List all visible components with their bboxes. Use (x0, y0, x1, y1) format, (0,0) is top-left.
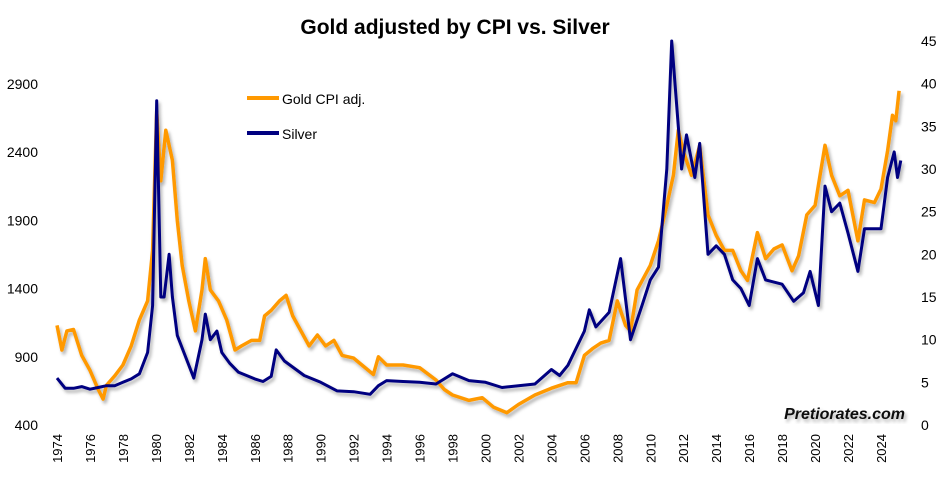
right-tick-label: 15 (921, 289, 937, 305)
chart-title: Gold adjusted by CPI vs. Silver (300, 16, 609, 39)
x-tick-label: 1998 (446, 434, 461, 463)
left-axis-ticks: 400 900 1400 1900 2400 2900 (7, 76, 38, 433)
right-tick-label: 5 (921, 374, 929, 390)
x-tick-label: 2002 (511, 434, 526, 463)
x-tick-label: 2000 (478, 434, 493, 463)
left-tick-label: 400 (15, 417, 39, 433)
x-tick-label: 2018 (775, 434, 790, 463)
right-tick-label: 30 (921, 161, 937, 177)
watermark: Pretiorates.com (784, 406, 905, 423)
x-tick-label: 2008 (610, 434, 625, 463)
left-tick-label: 1900 (7, 212, 38, 228)
x-tick-label: 1976 (83, 434, 98, 463)
x-axis-ticks: 1974 1976 1978 1980 1982 1984 1986 1988 1990 1992… (50, 434, 889, 463)
legend: Gold CPI adj. Silver (247, 91, 365, 142)
x-tick-label: 2010 (643, 434, 658, 463)
right-axis-ticks: 0 5 10 15 20 25 30 35 40 45 (921, 33, 937, 433)
x-tick-label: 2020 (808, 434, 823, 463)
x-tick-label: 2022 (841, 434, 856, 463)
x-tick-label: 1990 (314, 434, 329, 463)
x-tick-label: 2006 (577, 434, 592, 463)
x-tick-label: 1984 (215, 434, 230, 463)
x-tick-label: 1994 (380, 434, 395, 463)
plot-lines (55, 39, 903, 415)
x-tick-label: 2024 (874, 434, 889, 463)
right-tick-label: 40 (921, 76, 937, 92)
x-tick-label: 2016 (742, 434, 757, 463)
right-tick-label: 25 (921, 204, 937, 220)
x-tick-label: 1986 (248, 434, 263, 463)
left-tick-label: 2900 (7, 76, 38, 92)
right-tick-label: 20 (921, 246, 937, 262)
right-tick-label: 0 (921, 417, 929, 433)
x-tick-label: 2014 (709, 434, 724, 463)
left-tick-label: 900 (15, 349, 39, 365)
right-tick-label: 35 (921, 118, 937, 134)
left-tick-label: 1400 (7, 281, 38, 297)
right-tick-label: 10 (921, 332, 937, 348)
x-tick-label: 2004 (544, 434, 559, 463)
x-tick-label: 1992 (347, 434, 362, 463)
x-tick-label: 1982 (182, 434, 197, 463)
x-tick-label: 1996 (413, 434, 428, 463)
x-tick-label: 1988 (281, 434, 296, 463)
x-tick-label: 1980 (149, 434, 164, 463)
series-line-silver (55, 39, 903, 396)
x-tick-label: 1974 (50, 434, 65, 463)
left-tick-label: 2400 (7, 144, 38, 160)
legend-label-silver: Silver (282, 126, 317, 142)
legend-label-gold: Gold CPI adj. (282, 91, 365, 107)
x-tick-label: 1978 (116, 434, 131, 463)
series-line-gold (55, 90, 901, 415)
x-tick-label: 2012 (676, 434, 691, 463)
right-tick-label: 45 (921, 33, 937, 49)
